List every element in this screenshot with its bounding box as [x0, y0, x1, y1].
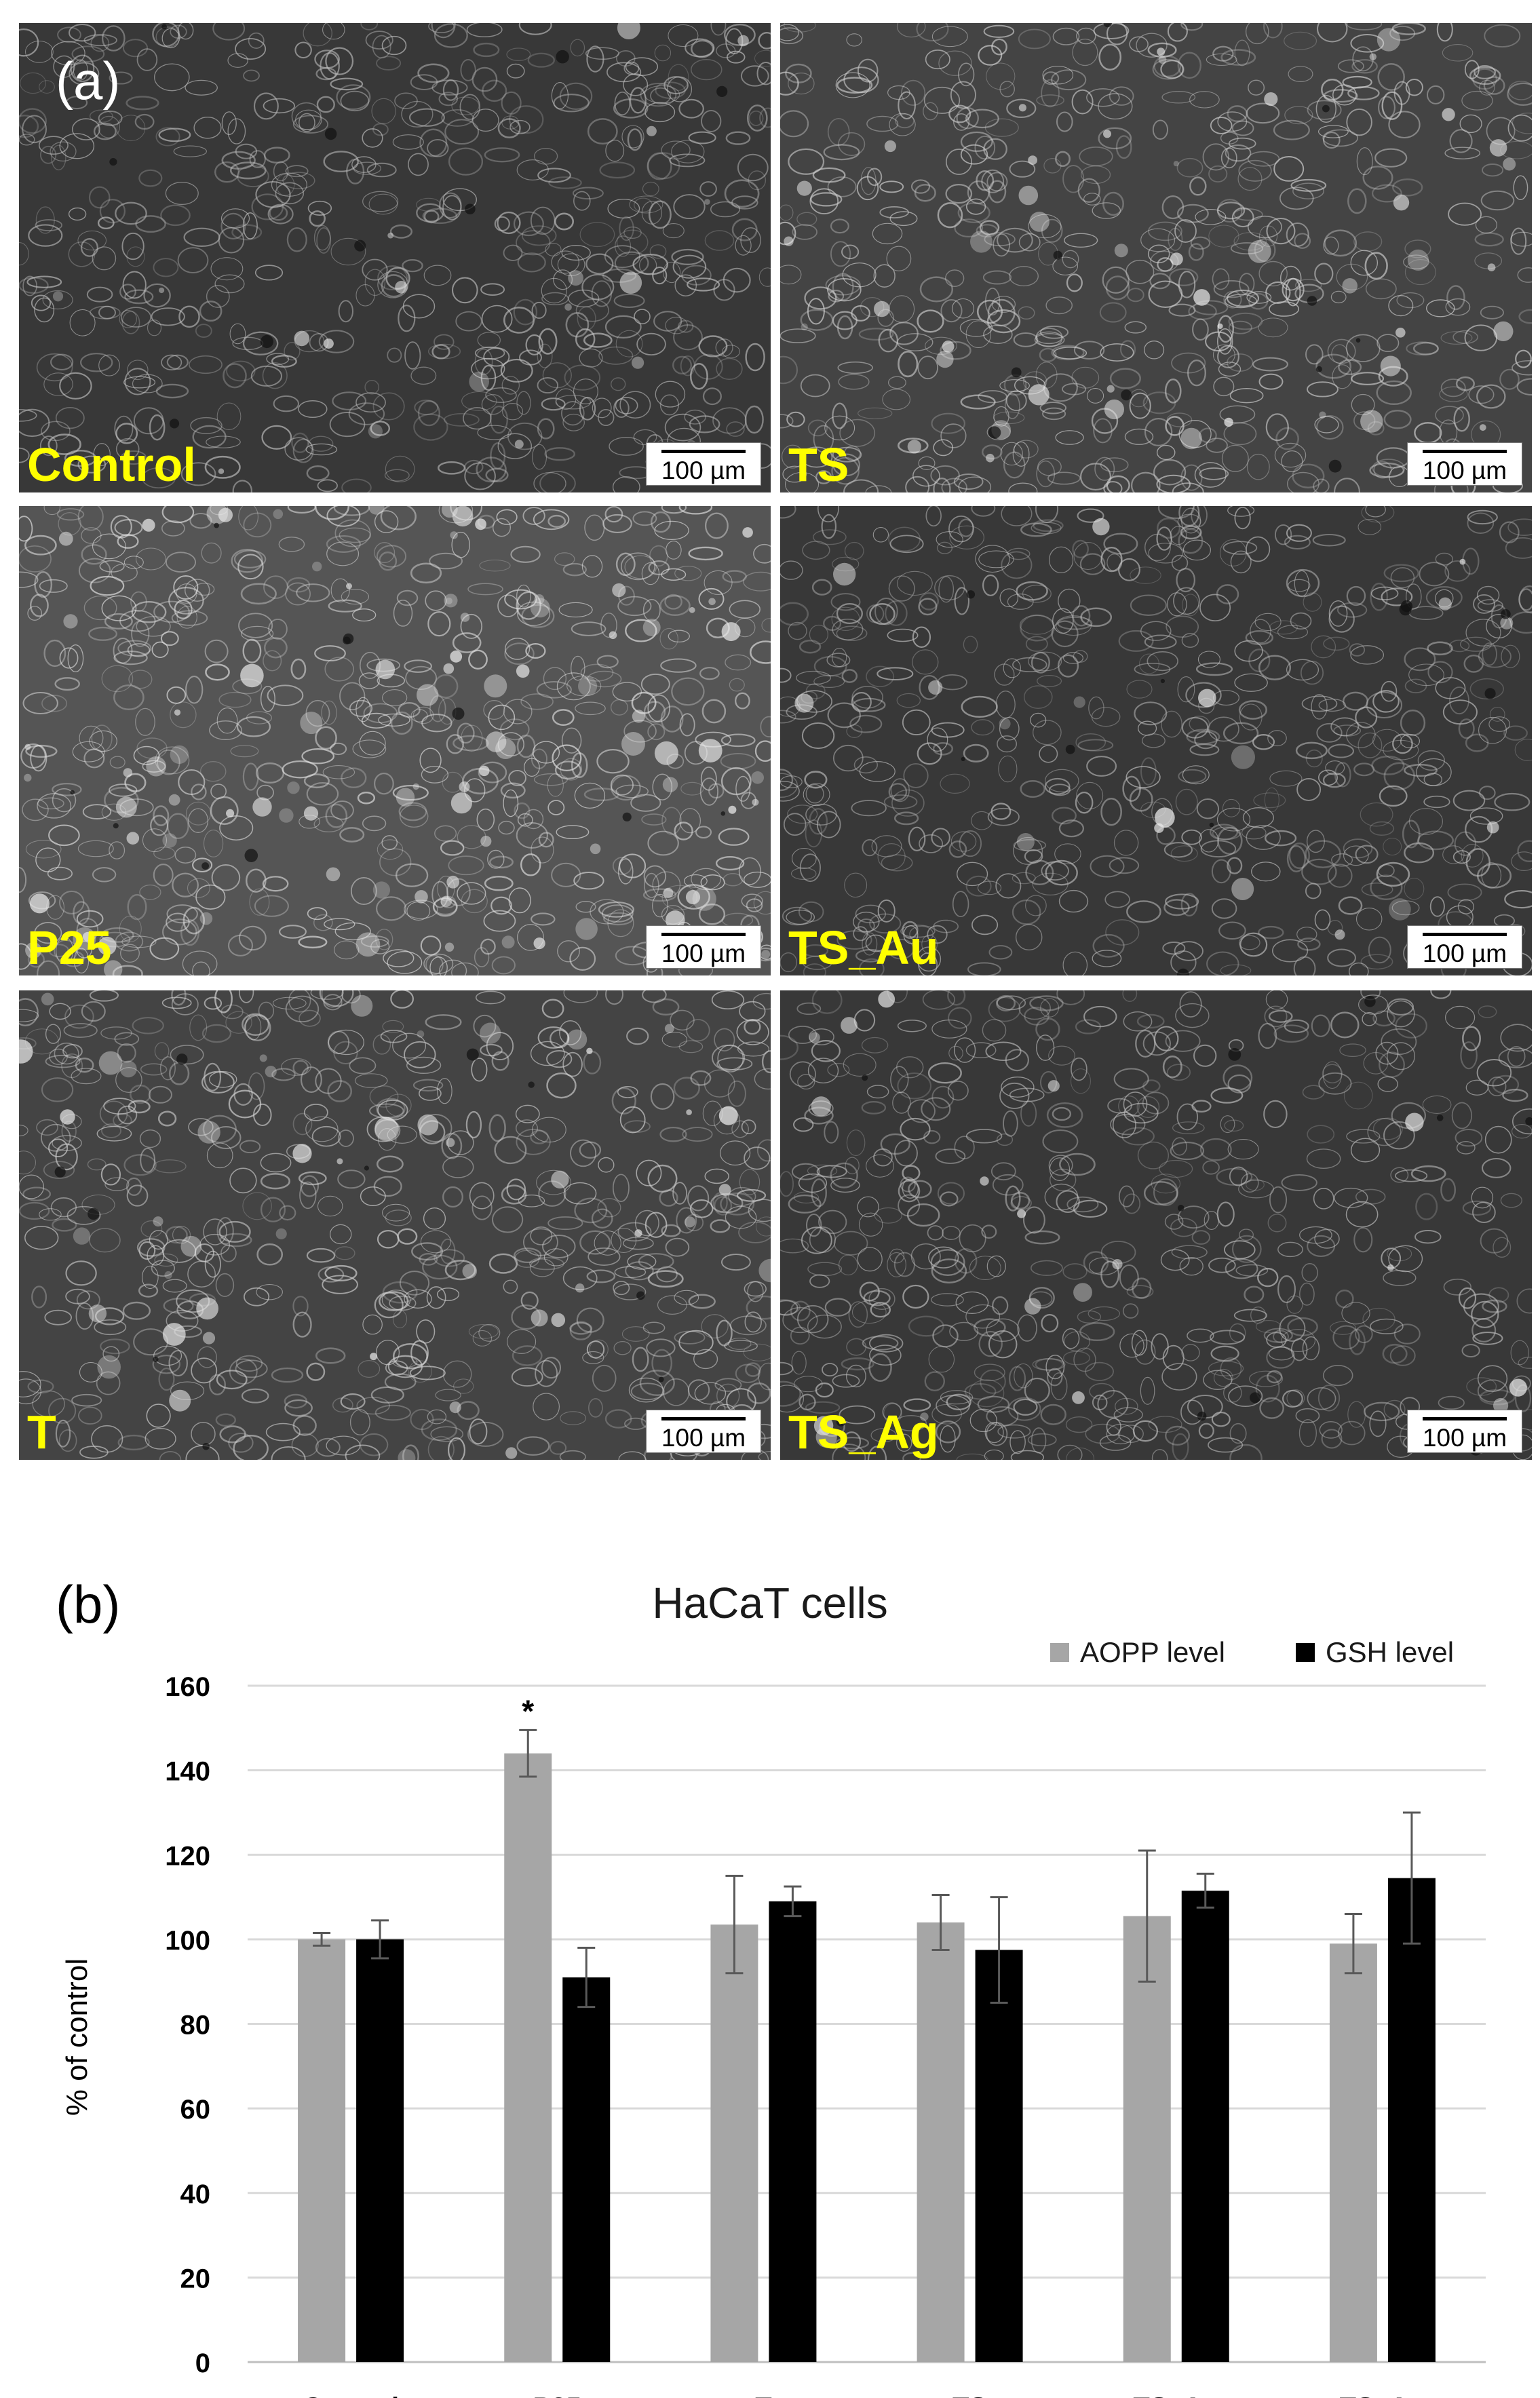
- scale-bar: 100 µm: [646, 442, 761, 486]
- scale-bar: 100 µm: [1407, 442, 1522, 486]
- scale-bar-line: [1423, 933, 1507, 936]
- scale-bar-text: 100 µm: [1422, 940, 1507, 967]
- scale-bar: 100 µm: [1407, 925, 1522, 969]
- bar-aopp-level: [917, 1922, 965, 2362]
- micrograph-label: Control: [27, 438, 196, 491]
- legend-swatch: [1296, 1643, 1315, 1662]
- cell-texture: [780, 506, 1532, 975]
- x-tick-label: TS: [952, 2393, 987, 2398]
- y-tick-label: 140: [165, 1757, 210, 1787]
- scale-bar-line: [661, 1417, 746, 1420]
- x-tick-label: TS_Au: [1133, 2393, 1219, 2398]
- micrograph-p25: P25 100 µm: [19, 506, 771, 975]
- bar-gsh-level: [1181, 1891, 1229, 2362]
- y-axis-ticks: 0 20 40 60 80 100 120 140 160: [165, 1672, 210, 2378]
- cell-texture: [19, 506, 771, 975]
- cell-texture: [19, 23, 771, 492]
- scale-bar-text: 100 µm: [661, 1424, 746, 1452]
- y-tick-label: 60: [180, 2095, 211, 2125]
- x-tick-label: P25: [533, 2393, 581, 2398]
- cell-texture: [19, 990, 771, 1460]
- y-tick-label: 120: [165, 1841, 210, 1871]
- micrograph-label: T: [27, 1406, 56, 1458]
- legend-label: GSH level: [1326, 1636, 1454, 1668]
- bar-gsh-level: [356, 1939, 404, 2362]
- scale-bar-text: 100 µm: [661, 940, 746, 967]
- scale-bar-line: [661, 450, 746, 453]
- bar-gsh-level: [975, 1950, 1023, 2362]
- significance-marker: *: [522, 1693, 534, 1728]
- y-tick-label: 100: [165, 1926, 210, 1956]
- scale-bar-line: [661, 933, 746, 936]
- legend-label: AOPP level: [1080, 1636, 1225, 1668]
- scale-bar-line: [1423, 450, 1507, 453]
- micrograph-panel-a: Control 100 µm TS 100 µm P25 100 µm TS_Au 100 µ…: [19, 23, 1532, 1460]
- micrograph-ts-au: TS_Au 100 µm: [780, 506, 1532, 975]
- panel-a-label: (a): [56, 51, 121, 111]
- legend: AOPP level GSH level: [1050, 1636, 1454, 1668]
- y-tick-label: 0: [195, 2348, 210, 2378]
- chart-title: HaCaT cells: [652, 1579, 887, 1627]
- bar-aopp-level: [710, 1925, 758, 2362]
- x-tick-label: TS_Ag: [1340, 2393, 1426, 2398]
- micrograph-label: TS_Au: [788, 921, 939, 974]
- scale-bar-text: 100 µm: [1422, 457, 1507, 484]
- micrograph-label: TS: [788, 438, 849, 491]
- bar-gsh-level: [769, 1901, 817, 2362]
- micrograph-ts-ag: TS_Ag 100 µm: [780, 990, 1532, 1460]
- bar-aopp-level: [298, 1939, 346, 2362]
- cell-texture: [780, 990, 1532, 1460]
- legend-swatch: [1050, 1643, 1069, 1662]
- bar-aopp-level: [504, 1753, 552, 2362]
- y-tick-label: 80: [180, 2011, 211, 2041]
- gridlines: [248, 1684, 1486, 2363]
- bar-aopp-level: [1123, 1916, 1171, 2362]
- scale-bar: 100 µm: [646, 1410, 761, 1453]
- y-tick-label: 40: [180, 2180, 211, 2209]
- y-tick-label: 160: [165, 1672, 210, 1702]
- bar-chart: HaCaT cells % of control AOPP level GSH l…: [60, 1579, 1486, 2398]
- scale-bar-text: 100 µm: [1422, 1424, 1507, 1452]
- micrograph-t: T 100 µm: [19, 990, 771, 1460]
- scale-bar-text: 100 µm: [661, 457, 746, 484]
- scale-bar-line: [1423, 1417, 1507, 1420]
- scale-bar: 100 µm: [646, 925, 761, 969]
- y-tick-label: 20: [180, 2264, 211, 2294]
- x-axis-ticks: Control P25 T TS TS_Au TS_Ag: [303, 2393, 1425, 2398]
- scale-bar: 100 µm: [1407, 1410, 1522, 1453]
- bar-gsh-level: [1387, 1878, 1436, 2362]
- x-tick-label: T: [755, 2393, 771, 2398]
- x-tick-label: Control: [303, 2393, 399, 2398]
- micrograph-label: P25: [27, 921, 112, 974]
- micrograph-ts: TS 100 µm: [780, 23, 1532, 492]
- micrograph-label: TS_Ag: [788, 1406, 939, 1458]
- y-axis-label: % of control: [60, 1958, 94, 2116]
- bar-gsh-level: [562, 1977, 611, 2362]
- panel-b-label: (b): [56, 1574, 121, 1634]
- micrograph-control: Control 100 µm: [19, 23, 771, 492]
- bars: *: [298, 1693, 1436, 2362]
- bar-aopp-level: [1329, 1943, 1377, 2362]
- cell-texture: [780, 23, 1532, 492]
